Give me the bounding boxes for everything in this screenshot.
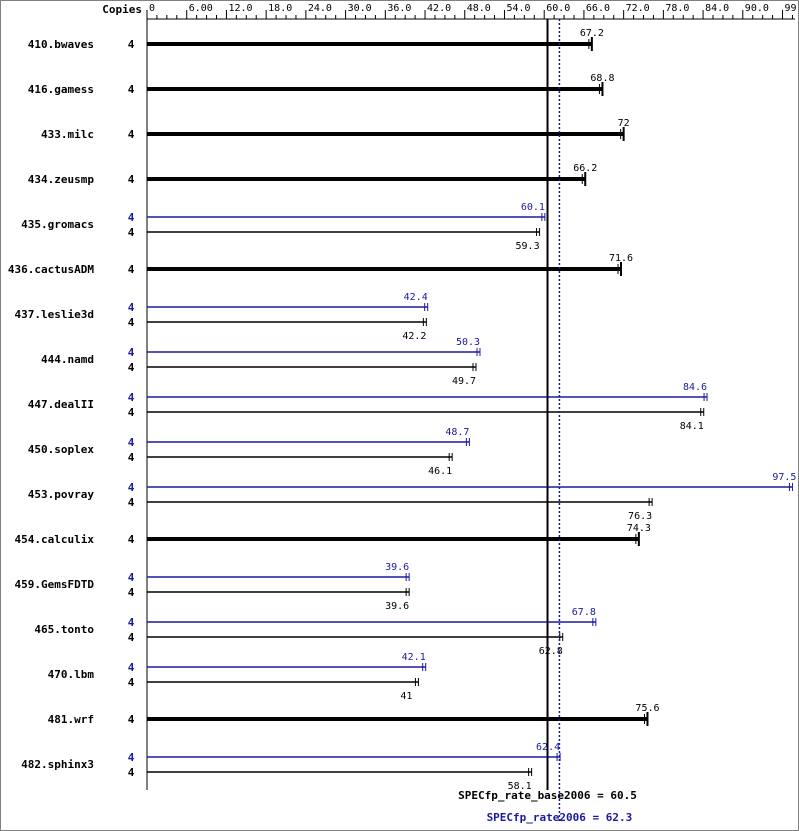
peak-value-label: 39.6 [385,562,409,573]
x-tick-label: 90.0 [745,3,769,14]
x-tick-label: 6.00 [189,3,213,14]
x-tick-label: 72.0 [626,3,650,14]
peak-summary-label: SPECfp_rate2006 = 62.3 [487,811,633,824]
x-tick-label: 18.0 [268,3,292,14]
peak-value-label: 67.8 [572,607,596,618]
axis: Copies 0 6.00 12.0 18.0 24.0 30.0 36.0 42.0 48.0 5… [102,3,799,790]
base-copies: 4 [128,128,135,141]
base-value-label: 71.6 [609,253,633,264]
base-value-label: 75.6 [635,703,659,714]
benchmark-label: 453.povray [28,488,95,501]
peak-copies: 4 [128,211,135,224]
base-copies: 4 [128,713,135,726]
benchmark-label: 433.milc [41,128,94,141]
x-tick-label: 60.0 [546,3,570,14]
peak-copies: 4 [128,616,135,629]
base-value-label: 74.3 [627,523,651,534]
peak-value-label: 84.6 [683,382,707,393]
base-copies: 4 [128,361,135,374]
x-tick-label: 36.0 [387,3,411,14]
base-value-label: 49.7 [452,376,476,387]
x-tick-label: 12.0 [228,3,252,14]
base-copies: 4 [128,586,135,599]
x-tick-label: 48.0 [467,3,491,14]
peak-value-label: 60.1 [521,202,545,213]
x-tick-label: 99.0 [785,3,799,14]
base-copies: 4 [128,533,135,546]
copies-header: Copies [102,3,142,16]
peak-copies: 4 [128,346,135,359]
base-value-label: 72 [618,118,630,129]
peak-copies: 4 [128,301,135,314]
peak-value-label: 50.3 [456,337,480,348]
base-value-label: 66.2 [573,163,597,174]
base-value-label: 58.1 [508,781,532,792]
peak-copies: 4 [128,481,135,494]
base-copies: 4 [128,83,135,96]
base-copies: 4 [128,451,135,464]
benchmark-label: 465.tonto [34,623,94,636]
base-copies: 4 [128,316,135,329]
benchmark-label: 444.namd [41,353,94,366]
base-value-label: 39.6 [385,601,409,612]
base-summary-label: SPECfp_rate_base2006 = 60.5 [458,789,637,802]
base-value-label: 42.2 [402,331,426,342]
x-tick-label: 24.0 [308,3,332,14]
benchmark-label: 437.leslie3d [15,308,94,321]
x-tick-label: 30.0 [348,3,372,14]
peak-copies: 4 [128,391,135,404]
base-value-label: 59.3 [516,241,540,252]
peak-copies: 4 [128,751,135,764]
base-copies: 4 [128,38,135,51]
benchmark-label: 410.bwaves [28,38,94,51]
x-tick-label: 42.0 [427,3,451,14]
x-tick-label: 66.0 [586,3,610,14]
peak-value-label: 42.4 [404,292,428,303]
benchmark-label: 447.dealII [28,398,94,411]
base-copies: 4 [128,263,135,276]
peak-copies: 4 [128,661,135,674]
benchmark-label: 434.zeusmp [28,173,95,186]
peak-value-label: 42.1 [402,652,426,663]
x-tick-label: 78.0 [665,3,689,14]
benchmark-label: 481.wrf [48,713,94,726]
base-copies: 4 [128,173,135,186]
base-value-label: 62.8 [539,646,563,657]
base-value-label: 41 [400,691,412,702]
base-value-label: 46.1 [428,466,452,477]
benchmark-label: 482.sphinx3 [21,758,94,771]
base-value-label: 67.2 [580,28,604,39]
x-tick-label: 84.0 [705,3,729,14]
benchmark-label: 435.gromacs [21,218,94,231]
base-copies: 4 [128,496,135,509]
base-value-label: 76.3 [628,511,652,522]
peak-value-label: 48.7 [445,427,469,438]
benchmark-label: 470.lbm [48,668,95,681]
x-tick-label: 0 [149,3,155,14]
peak-copies: 4 [128,571,135,584]
base-copies: 4 [128,631,135,644]
base-copies: 4 [128,766,135,779]
base-value-label: 68.8 [590,73,614,84]
peak-copies: 4 [128,436,135,449]
base-copies: 4 [128,406,135,419]
base-copies: 4 [128,226,135,239]
benchmark-label: 416.gamess [28,83,94,96]
peak-value-label: 97.5 [772,472,796,483]
benchmark-label: 459.GemsFDTD [15,578,95,591]
benchmark-label: 454.calculix [15,533,95,546]
benchmark-label: 436.cactusADM [8,263,94,276]
base-copies: 4 [128,676,135,689]
benchmark-label: 450.soplex [28,443,95,456]
x-tick-label: 54.0 [506,3,530,14]
base-value-label: 84.1 [680,421,704,432]
